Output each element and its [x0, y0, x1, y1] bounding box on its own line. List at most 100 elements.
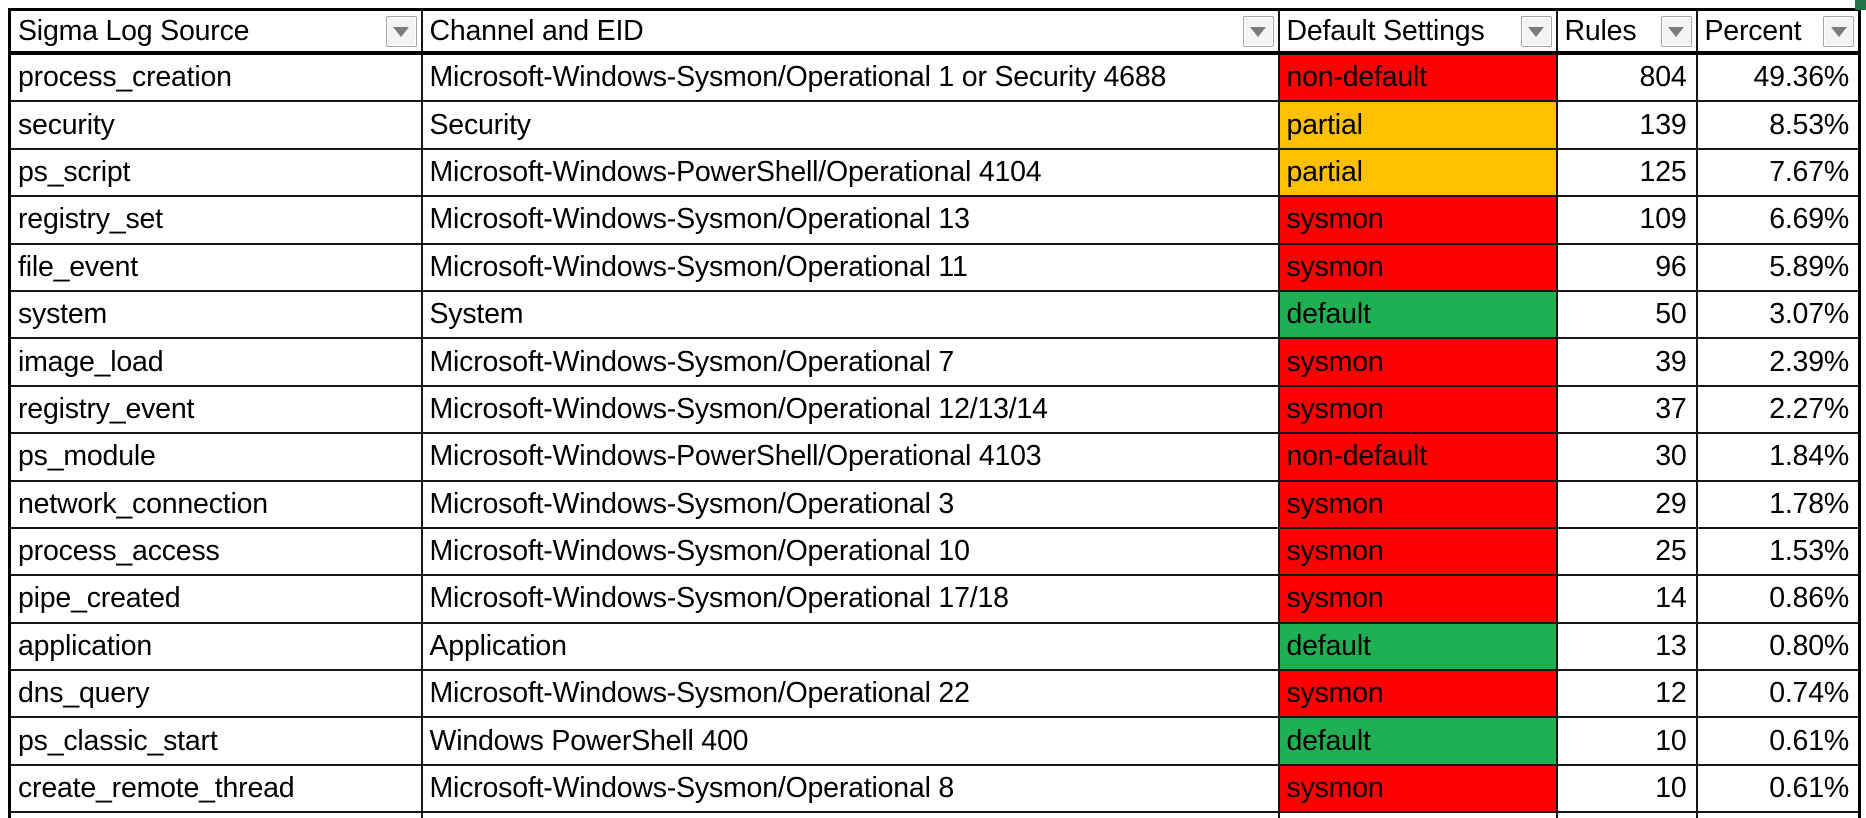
cell-channel[interactable]: Microsoft-Windows-Sysmon/Operational 10 — [420, 526, 1280, 577]
cell-setting[interactable]: default — [1277, 289, 1558, 340]
cell-setting[interactable]: sysmon — [1277, 337, 1558, 387]
cell-source[interactable]: pipe_created — [8, 574, 423, 624]
cell-source[interactable]: dns_query — [8, 669, 423, 719]
table-row: image_load Microsoft-Windows-Sysmon/Opera… — [8, 337, 1861, 387]
cell-source[interactable]: system — [8, 289, 423, 340]
cell-channel[interactable]: Microsoft-Windows-Sysmon/Operational 11 — [420, 242, 1280, 292]
cell-rules[interactable]: 29 — [1555, 479, 1698, 529]
cell-percent[interactable]: 2.27% — [1695, 384, 1861, 435]
table-row: file_event Microsoft-Windows-Sysmon/Opera… — [8, 242, 1861, 292]
cell-source[interactable]: ps_module — [8, 432, 423, 482]
cell-rules[interactable]: 10 — [1555, 763, 1698, 814]
table-row: dns_query Microsoft-Windows-Sysmon/Operat… — [8, 669, 1861, 719]
cell-rules[interactable]: 39 — [1555, 337, 1698, 387]
cell-channel[interactable]: Windows PowerShell 400 — [420, 716, 1280, 766]
cell-channel[interactable]: Microsoft-Windows-Sysmon/Operational 12/… — [420, 384, 1280, 435]
cell-rules[interactable]: 139 — [1555, 100, 1698, 150]
cell-channel[interactable]: System — [420, 289, 1280, 340]
column-header-source: Sigma Log Source — [8, 8, 423, 55]
cell-rules[interactable]: 14 — [1555, 574, 1698, 624]
cell-channel[interactable]: Microsoft-Windows-Sysmon/Operational 22 — [420, 669, 1280, 719]
cell-percent[interactable]: 0.86% — [1695, 574, 1861, 624]
cell-rules[interactable]: 13 — [1555, 621, 1698, 672]
cell-percent[interactable]: 2.39% — [1695, 337, 1861, 387]
cell-source[interactable]: process_access — [8, 526, 423, 577]
cell-source[interactable]: application — [8, 621, 423, 672]
filter-dropdown-button-percent[interactable] — [1823, 15, 1854, 47]
table-row: security Security partial 139 8.53% — [8, 100, 1861, 150]
cell-rules[interactable]: 25 — [1555, 526, 1698, 577]
column-header-channel: Channel and EID — [420, 8, 1280, 55]
cell-channel[interactable]: Microsoft-Windows-Sysmon/Operational 17/… — [420, 574, 1280, 624]
cell-channel[interactable]: Security — [420, 100, 1280, 150]
cell-channel[interactable]: Microsoft-Windows-Sysmon/Operational 1 o… — [420, 51, 1280, 103]
chevron-down-icon — [1250, 27, 1266, 37]
table-row: ps_module Microsoft-Windows-PowerShell/Op… — [8, 432, 1861, 482]
cell-source[interactable]: registry_event — [8, 384, 423, 435]
cell-setting[interactable]: default — [1277, 621, 1558, 672]
cell-percent[interactable]: 8.53% — [1695, 100, 1861, 150]
cell-source[interactable]: create_remote_thread — [8, 763, 423, 814]
cell-rules[interactable]: 37 — [1555, 384, 1698, 435]
cell-source[interactable]: security — [8, 100, 423, 150]
cell-percent[interactable]: 0.61% — [1695, 763, 1861, 814]
cell-percent[interactable]: 7.67% — [1695, 147, 1861, 198]
cell-source[interactable]: registry_set — [8, 195, 423, 245]
filter-dropdown-button-rules[interactable] — [1660, 15, 1692, 47]
cell-rules[interactable]: 804 — [1555, 51, 1698, 103]
cell-rules[interactable]: 96 — [1555, 242, 1698, 292]
column-label-channel: Channel and EID — [429, 14, 644, 47]
cell-setting[interactable]: sysmon — [1277, 763, 1558, 814]
cell-rules[interactable]: 12 — [1555, 669, 1698, 719]
cell-channel[interactable]: Microsoft-Windows-PowerShell/Operational… — [420, 147, 1280, 198]
cell-rules[interactable]: 10 — [1555, 716, 1698, 766]
selection-fill-handle[interactable] — [1855, 0, 1866, 10]
cell-percent[interactable]: 5.89% — [1695, 242, 1861, 292]
cell-source[interactable]: ps_classic_start — [8, 716, 423, 766]
cell-setting[interactable]: partial — [1277, 100, 1558, 150]
cell-percent[interactable]: 6.69% — [1695, 195, 1861, 245]
cell-rules[interactable]: 109 — [1555, 195, 1698, 245]
cell-channel[interactable]: Microsoft-Windows-Sysmon/Operational 8 — [420, 763, 1280, 814]
table-row: ps_script Microsoft-Windows-PowerShell/Op… — [8, 147, 1861, 198]
cell-percent[interactable]: 3.07% — [1695, 289, 1861, 340]
cell-setting[interactable]: sysmon — [1277, 479, 1558, 529]
cell-channel[interactable]: Microsoft-Windows-PowerShell/Operational… — [420, 432, 1280, 482]
chevron-down-icon — [1830, 27, 1847, 37]
cell-percent[interactable]: 0.74% — [1695, 669, 1861, 719]
cell-setting[interactable]: non-default — [1277, 51, 1558, 103]
cell-percent[interactable]: 1.78% — [1695, 479, 1861, 529]
cell-setting[interactable]: sysmon — [1277, 574, 1558, 624]
cell-channel[interactable]: Microsoft-Windows-Sysmon/Operational 13 — [420, 195, 1280, 245]
cell-setting[interactable]: default — [1277, 716, 1558, 766]
cell-setting[interactable]: non-default — [1277, 432, 1558, 482]
cell-percent[interactable]: 0.80% — [1695, 621, 1861, 672]
cell-channel[interactable]: Microsoft-Windows-Sysmon/Operational 3 — [420, 479, 1280, 529]
cell-setting[interactable]: sysmon — [1277, 195, 1558, 245]
cell-percent[interactable]: 1.84% — [1695, 432, 1861, 482]
cell-setting[interactable]: sysmon — [1277, 526, 1558, 577]
filter-dropdown-button-setting[interactable] — [1520, 15, 1552, 47]
cell-percent[interactable]: 0.61% — [1695, 716, 1861, 766]
table-row: process_access Microsoft-Windows-Sysmon/O… — [8, 526, 1861, 577]
cell-setting[interactable]: sysmon — [1277, 669, 1558, 719]
cell-source[interactable]: file_event — [8, 242, 423, 292]
filter-dropdown-button-source[interactable] — [385, 15, 417, 47]
cell-source[interactable]: process_creation — [8, 51, 423, 103]
filter-dropdown-button-channel[interactable] — [1242, 15, 1274, 47]
cell-setting[interactable]: sysmon — [1277, 242, 1558, 292]
cell-setting[interactable]: partial — [1277, 147, 1558, 198]
cell-rules[interactable]: 30 — [1555, 432, 1698, 482]
chevron-down-icon — [1668, 27, 1684, 37]
cell-rules[interactable]: 125 — [1555, 147, 1698, 198]
cell-percent[interactable]: 1.53% — [1695, 526, 1861, 577]
cell-source[interactable]: image_load — [8, 337, 423, 387]
cell-percent[interactable]: 49.36% — [1695, 51, 1861, 103]
column-label-source: Sigma Log Source — [18, 14, 250, 47]
cell-channel[interactable]: Microsoft-Windows-Sysmon/Operational 7 — [420, 337, 1280, 387]
cell-source[interactable]: network_connection — [8, 479, 423, 529]
cell-setting[interactable]: sysmon — [1277, 384, 1558, 435]
cell-channel[interactable]: Application — [420, 621, 1280, 672]
cell-rules[interactable]: 50 — [1555, 289, 1698, 340]
cell-source[interactable]: ps_script — [8, 147, 423, 198]
